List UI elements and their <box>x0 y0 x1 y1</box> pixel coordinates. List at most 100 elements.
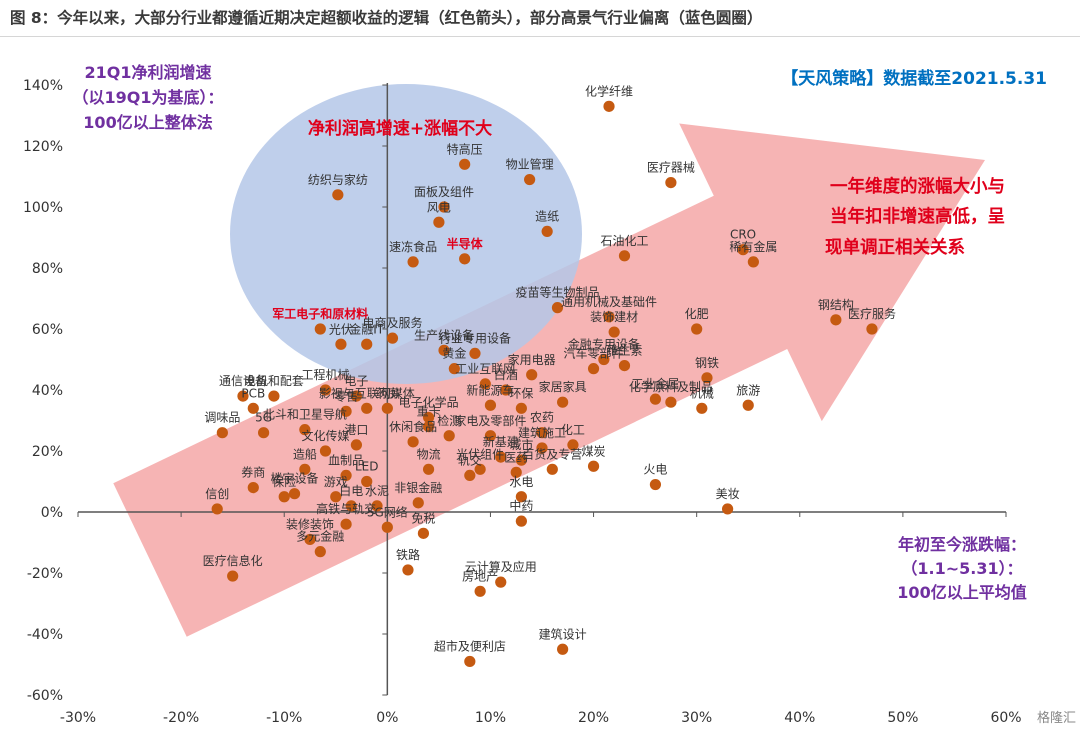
point-label: 影视与互联网媒体 <box>319 385 415 400</box>
point-label: 农药 <box>530 411 554 425</box>
point-label: 工程机械 <box>301 367 349 382</box>
point-label: 造船 <box>293 447 317 461</box>
point-label: 新能源车 <box>466 382 514 397</box>
data-point <box>747 256 759 268</box>
x-tick-label: -10% <box>266 710 302 726</box>
point-label: 家居家具 <box>539 379 587 394</box>
point-label: 光伏 <box>329 322 353 336</box>
point-label: 云计算及应用 <box>465 559 537 574</box>
point-label: 装修装饰 <box>286 516 334 531</box>
data-point <box>608 326 620 338</box>
point-label: 特高压 <box>447 141 483 156</box>
trend-arrow <box>113 123 986 637</box>
point-label: 火电 <box>643 463 667 477</box>
data-point <box>464 655 476 668</box>
data-point <box>526 369 538 381</box>
point-label: LED <box>355 460 379 474</box>
point-label: 化工 <box>561 423 585 437</box>
data-point <box>536 427 548 439</box>
source-note: 【天风策略】数据截至2021.5.31 <box>781 68 1047 89</box>
point-label: 建筑施工 <box>518 425 566 440</box>
data-point <box>278 491 290 503</box>
point-label: 零售 <box>334 388 358 403</box>
data-point <box>443 430 455 442</box>
point-label: 稀有金属 <box>729 239 777 254</box>
data-point <box>541 225 553 237</box>
point-label: 多元金融 <box>296 529 344 544</box>
data-point <box>459 158 471 170</box>
point-label: 文化传媒 <box>301 428 349 443</box>
y-tick-label: -20% <box>27 566 63 582</box>
data-point <box>649 478 662 491</box>
data-point <box>515 515 527 527</box>
data-point <box>722 503 734 515</box>
data-point <box>515 454 527 466</box>
point-label: 电机和配套 <box>244 374 304 388</box>
data-point <box>618 250 631 262</box>
point-label: 美妆 <box>716 487 740 501</box>
data-point <box>691 323 703 335</box>
data-point <box>742 399 754 411</box>
data-point <box>386 332 399 344</box>
data-point <box>618 360 631 372</box>
point-label: 券商 <box>241 465 265 480</box>
point-label: 建筑设计 <box>539 626 587 641</box>
point-label: 电子 <box>344 374 368 388</box>
data-point <box>330 491 342 503</box>
point-label: 水泥 <box>365 484 389 498</box>
data-point <box>299 424 311 436</box>
x-tick-label: -20% <box>163 710 199 726</box>
point-label: 新基建 <box>483 434 519 449</box>
x-tick-label: 20% <box>578 710 609 726</box>
point-label: 百货及专营 <box>522 446 582 461</box>
data-point <box>567 439 579 451</box>
data-point <box>524 173 536 186</box>
data-point <box>587 460 600 472</box>
data-point <box>484 430 497 442</box>
point-label: 环保 <box>509 386 533 400</box>
point-label: 城市 <box>509 437 533 452</box>
data-point <box>500 384 512 396</box>
point-label: 电商及服务 <box>362 315 422 330</box>
data-point <box>216 427 228 439</box>
data-point <box>587 363 600 375</box>
data-point <box>438 344 450 356</box>
point-label: 楼宇设备 <box>271 471 319 486</box>
x-tick-label: 40% <box>784 710 815 726</box>
point-label: PCB <box>241 386 265 400</box>
data-point <box>304 533 316 546</box>
point-label: CRO <box>730 228 756 242</box>
y-tick-label: -60% <box>27 688 63 704</box>
y-tick-label: -40% <box>27 627 63 643</box>
point-label: 化肥 <box>685 307 709 321</box>
point-label: 光伏组件 <box>456 447 504 461</box>
xlabel-line-1: 年初至今涨跌幅： <box>898 535 1026 554</box>
data-point <box>340 405 352 417</box>
data-point <box>536 442 548 454</box>
highlight-circle <box>230 84 582 384</box>
axis-layer: -30% -20% -10% 0% 10% 20% 30% 40% 50% 60% -60% -40%… <box>23 78 1022 726</box>
data-point <box>495 451 507 463</box>
data-point <box>340 518 352 530</box>
point-label: 家电及零部件 <box>454 413 526 428</box>
data-point <box>422 421 435 433</box>
y-tick-label: 20% <box>32 444 63 460</box>
data-point <box>417 527 430 539</box>
y-tick-label: 120% <box>23 139 63 155</box>
data-point <box>515 402 527 414</box>
data-point <box>402 564 414 576</box>
point-label: 旅游 <box>736 383 760 397</box>
point-label: 物业管理 <box>506 157 554 172</box>
point-label: 生产线设备 <box>414 328 474 342</box>
data-point <box>484 399 497 411</box>
data-point <box>546 463 558 475</box>
point-label: 半导体 <box>447 236 484 251</box>
point-label: 医药 <box>504 450 528 464</box>
data-point <box>448 363 460 375</box>
data-point <box>557 396 569 408</box>
data-point <box>603 311 615 323</box>
data-point <box>350 439 362 451</box>
data-point <box>649 393 662 405</box>
point-label: 造纸 <box>535 209 559 223</box>
point-label: 物流 <box>417 447 441 461</box>
